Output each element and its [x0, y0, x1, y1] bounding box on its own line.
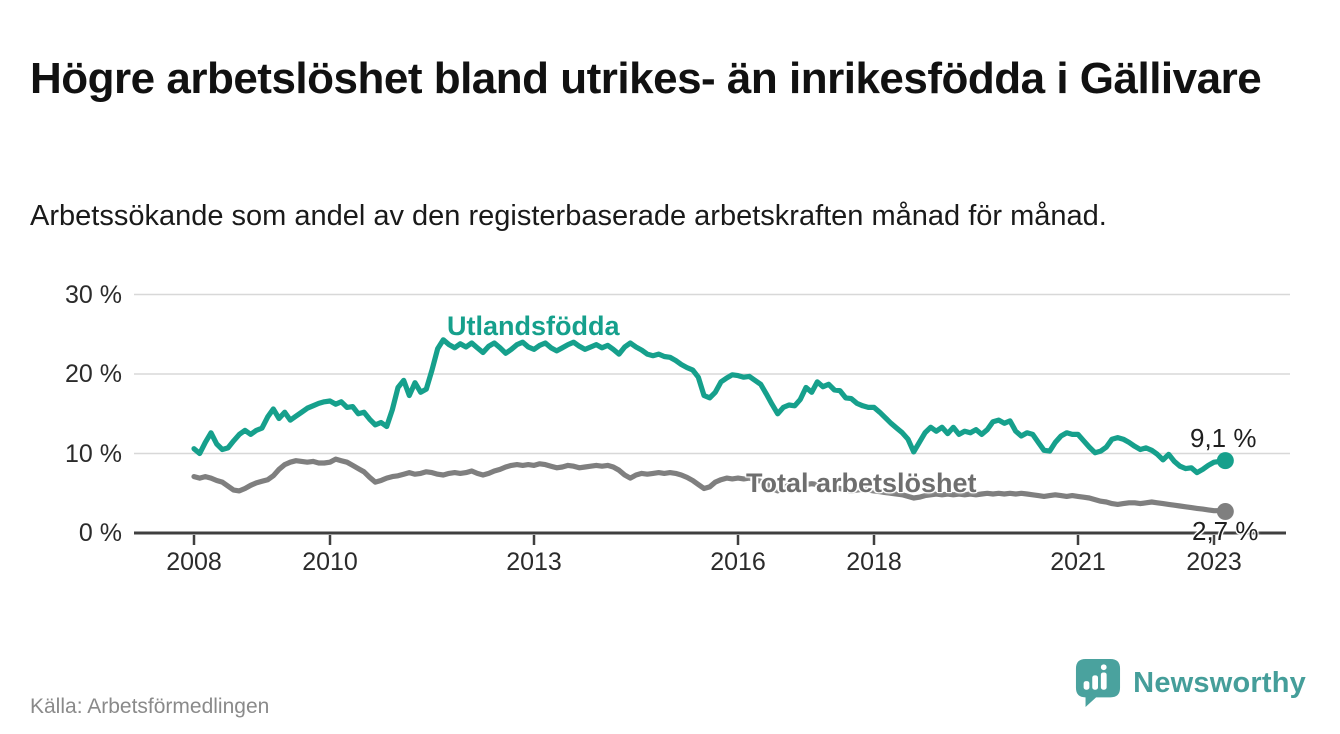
line-utlandsf-dda: [191, 337, 1228, 476]
series-label-utlandsfodda: Utlandsfödda: [447, 311, 620, 341]
chart-subtitle: Arbetssökande som andel av den registerb…: [30, 200, 1107, 232]
newsworthy-logo-icon: [1076, 659, 1121, 707]
end-value-total-arbetsloshet: 2,7 %: [1192, 516, 1259, 546]
x-axis-tick-label-2023: 2023: [1186, 548, 1242, 576]
y-axis-tick-label-0: 0 %: [78, 519, 122, 547]
page-title: Högre arbetslöshet bland utrikes- än inr…: [30, 54, 1262, 104]
newsworthy-logo[interactable]: Newsworthy: [1075, 658, 1306, 708]
x-axis-tick-label-2013: 2013: [506, 548, 562, 576]
newsworthy-wordmark: Newsworthy: [1133, 666, 1306, 699]
end-dot-utlandsf-dda: [1216, 452, 1234, 470]
x-axis-tick-label-2016: 2016: [710, 548, 766, 576]
end-value-utlandsfodda: 9,1 %: [1190, 423, 1257, 453]
source-credit: Källa: Arbetsförmedlingen: [30, 695, 270, 718]
y-axis-tick-label-30: 30 %: [65, 280, 122, 309]
series-label-total-arbetsloshet: Total arbetslöshet: [746, 468, 977, 498]
y-axis-tick-label-20: 20 %: [65, 360, 122, 388]
end-dot-total-arbetsl-shet: [1216, 503, 1234, 521]
line-total-arbetsl-shet: [191, 456, 1228, 515]
x-axis-tick-label-2018: 2018: [846, 548, 902, 576]
x-axis-tick-label-2021: 2021: [1050, 548, 1106, 576]
x-axis-tick-label-2008: 2008: [166, 548, 222, 576]
x-axis-tick-label-2010: 2010: [302, 548, 358, 576]
y-axis-tick-label-10: 10 %: [65, 439, 122, 468]
